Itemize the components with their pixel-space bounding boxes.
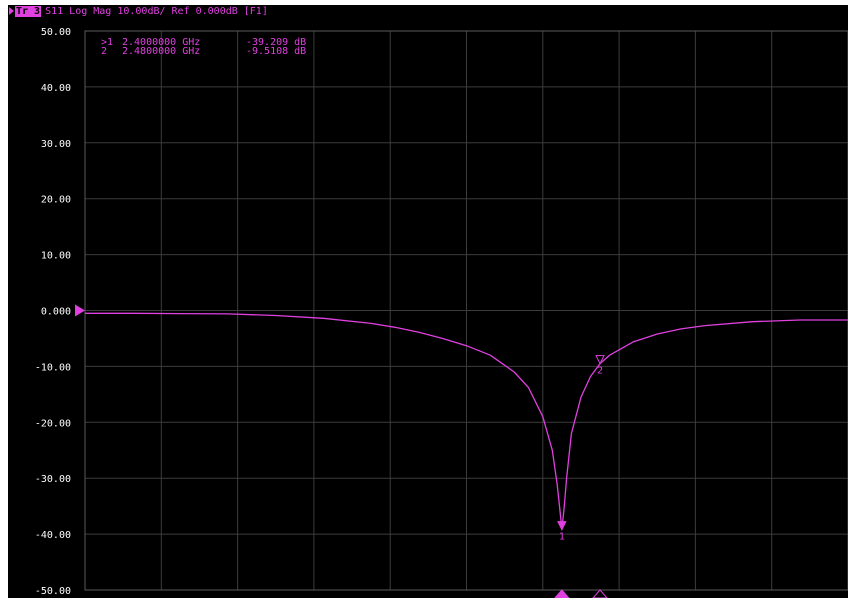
active-trace-icon bbox=[9, 7, 14, 15]
y-tick-label: 20.00 bbox=[41, 195, 71, 206]
y-tick-label: 40.00 bbox=[41, 83, 71, 94]
marker-2-icon[interactable] bbox=[595, 355, 605, 365]
marker-1-stimulus-icon[interactable] bbox=[554, 589, 570, 598]
marker-1-label: 1 bbox=[559, 532, 565, 543]
y-tick-label: 30.00 bbox=[41, 139, 71, 150]
readout-marker-freq: 2.4800000 GHz bbox=[122, 46, 200, 57]
y-tick-label: -30.00 bbox=[35, 474, 71, 485]
marker-readout: >1 2.4000000 GHz -39.209 dB 2 2.4800000 GHz -… bbox=[101, 37, 306, 57]
marker-1-icon[interactable] bbox=[557, 521, 567, 531]
y-tick-label: -10.00 bbox=[35, 362, 71, 373]
y-tick-label: 10.00 bbox=[41, 251, 71, 262]
trace-plot: 50.00 40.00 30.00 20.00 10.00 0.000 -10.00 -20.… bbox=[35, 27, 848, 598]
readout-marker-value: -39.209 dB bbox=[246, 37, 306, 48]
reference-level-icon[interactable] bbox=[75, 304, 85, 317]
y-axis-labels: 50.00 40.00 30.00 20.00 10.00 0.000 -10.00 -20.… bbox=[35, 27, 85, 597]
y-tick-label: -40.00 bbox=[35, 530, 71, 541]
trace-title: S11 Log Mag 10.00dB/ Ref 0.000dB [F1] bbox=[45, 6, 268, 17]
readout-marker-value: -9.5108 dB bbox=[246, 46, 306, 57]
grid bbox=[84, 30, 848, 591]
readout-marker-label: 2 bbox=[101, 46, 107, 57]
y-tick-label: 0.000 bbox=[41, 307, 71, 318]
analyzer-screen: 50.00 40.00 30.00 20.00 10.00 0.000 -10.00 -20.… bbox=[8, 5, 848, 598]
trace-layer bbox=[85, 312, 848, 531]
readout-marker-freq: 2.4000000 GHz bbox=[122, 37, 200, 48]
marker-2-label: 2 bbox=[597, 366, 603, 377]
trace-line bbox=[85, 312, 848, 531]
y-tick-label: 50.00 bbox=[41, 27, 71, 38]
readout-marker-label: >1 bbox=[101, 37, 113, 48]
trace-label[interactable]: Tr 3 bbox=[15, 6, 42, 17]
y-tick-label: -50.00 bbox=[35, 586, 71, 597]
y-tick-label: -20.00 bbox=[35, 418, 71, 429]
marker-2-stimulus-icon[interactable] bbox=[592, 589, 608, 598]
trace-header: Tr 3 S11 Log Mag 10.00dB/ Ref 0.000dB [F1… bbox=[8, 5, 268, 19]
marker-layer: 12 bbox=[554, 355, 608, 598]
